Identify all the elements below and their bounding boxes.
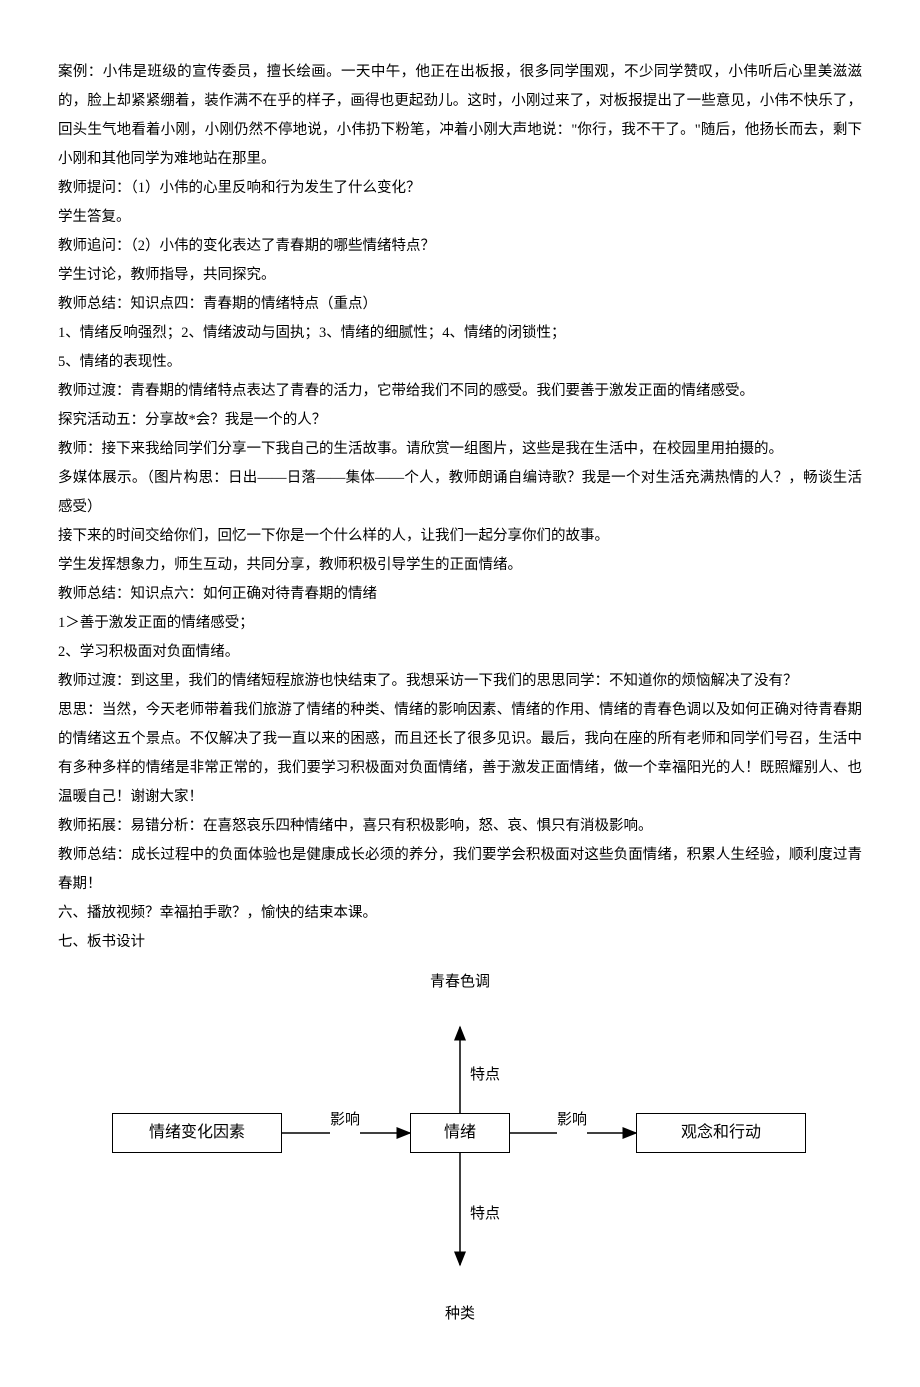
diagram-bottom-edge-label: 特点 [470, 1199, 500, 1229]
diagram-left-edge-label: 影响 [330, 1105, 360, 1135]
paragraph: 教师拓展：易错分析：在喜怒哀乐四种情绪中，喜只有积极影响，怒、哀、惧只有消极影响… [58, 812, 862, 841]
diagram-center-box: 情绪 [410, 1113, 510, 1153]
paragraph: 教师：接下来我给同学们分享一下我自己的生活故事。请欣赏一组图片，这些是我在生活中… [58, 435, 862, 464]
paragraph: 教师总结：知识点四：青春期的情绪特点（重点） [58, 290, 862, 319]
paragraph: 教师提问：（1）小伟的心里反响和行为发生了什么变化？ [58, 174, 862, 203]
diagram-title: 青春色调 [430, 967, 490, 997]
paragraph: 多媒体展示。（图片构思：日出——日落——集体——个人，教师朗诵自编诗歌？我是一个… [58, 464, 862, 522]
document-body: 案例：小伟是班级的宣传委员，擅长绘画。一天中午，他正在出板报，很多同学围观，不少… [58, 58, 862, 957]
paragraph: 教师过渡：青春期的情绪特点表达了青春的活力，它带给我们不同的感受。我们要善于激发… [58, 377, 862, 406]
paragraph: 教师过渡：到这里，我们的情绪短程旅游也快结束了。我想采访一下我们的思思同学：不知… [58, 667, 862, 696]
diagram-right-box: 观念和行动 [636, 1113, 806, 1153]
paragraph: 学生讨论，教师指导，共同探究。 [58, 261, 862, 290]
board-diagram: 青春色调 情绪情绪变化因素观念和行动特点特点影响影响 种类 [58, 967, 862, 1329]
diagram-canvas: 情绪情绪变化因素观念和行动特点特点影响影响 [80, 1005, 840, 1295]
paragraph: 1、情绪反响强烈；2、情绪波动与固执；3、情绪的细腻性；4、情绪的闭锁性； [58, 319, 862, 348]
paragraph: 学生答复。 [58, 203, 862, 232]
diagram-bottom-label: 种类 [445, 1299, 475, 1329]
paragraph: 六、播放视频？幸福拍手歌？，愉快的结束本课。 [58, 899, 862, 928]
paragraph: 思思：当然，今天老师带着我们旅游了情绪的种类、情绪的影响因素、情绪的作用、情绪的… [58, 696, 862, 812]
paragraph: 教师总结：成长过程中的负面体验也是健康成长必须的养分，我们要学会积极面对这些负面… [58, 841, 862, 899]
paragraph: 5、情绪的表现性。 [58, 348, 862, 377]
diagram-right-edge-label: 影响 [557, 1105, 587, 1135]
paragraph: 七、板书设计 [58, 928, 862, 957]
paragraph: 教师总结：知识点六：如何正确对待青春期的情绪 [58, 580, 862, 609]
paragraph: 探究活动五：分享故*会？我是一个的人？ [58, 406, 862, 435]
paragraph: 案例：小伟是班级的宣传委员，擅长绘画。一天中午，他正在出板报，很多同学围观，不少… [58, 58, 862, 174]
diagram-top-edge-label: 特点 [470, 1060, 500, 1090]
diagram-left-box: 情绪变化因素 [112, 1113, 282, 1153]
paragraph: 接下来的时间交给你们，回忆一下你是一个什么样的人，让我们一起分享你们的故事。 [58, 522, 862, 551]
paragraph: 2、学习积极面对负面情绪。 [58, 638, 862, 667]
paragraph: 1＞善于激发正面的情绪感受； [58, 609, 862, 638]
paragraph: 教师追问：（2）小伟的变化表达了青春期的哪些情绪特点？ [58, 232, 862, 261]
paragraph: 学生发挥想象力，师生互动，共同分享，教师积极引导学生的正面情绪。 [58, 551, 862, 580]
